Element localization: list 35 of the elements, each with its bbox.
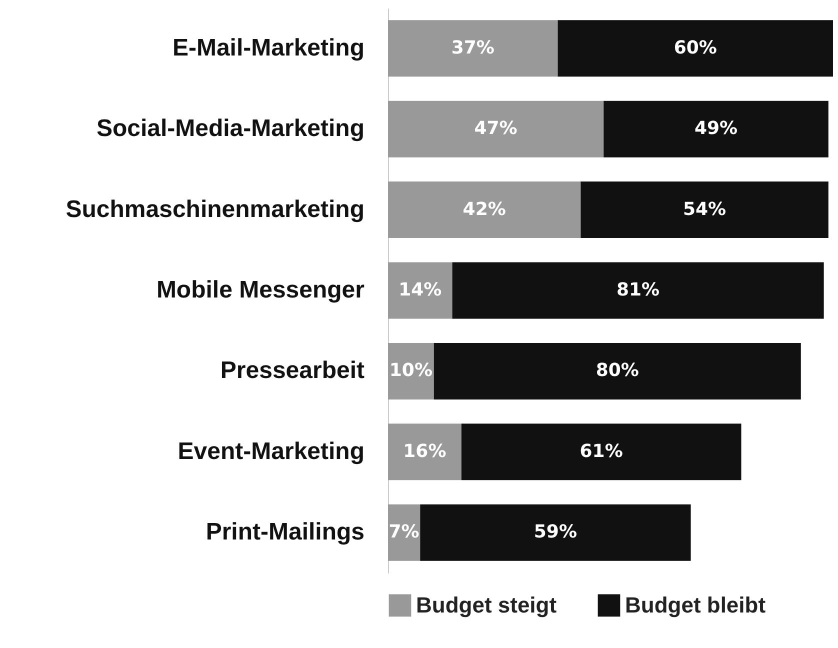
data-label: 37% (451, 37, 494, 58)
y-tick-label: Mobile Messenger (156, 276, 364, 304)
bar (388, 100, 604, 158)
bar (388, 182, 581, 238)
legend-label: Budget bleibt (625, 592, 766, 618)
data-label: 47% (474, 118, 518, 140)
bar (434, 342, 801, 400)
data-label: 81% (616, 280, 660, 300)
data-label: 7% (388, 522, 420, 543)
data-label: 14% (398, 280, 442, 300)
data-label: 60% (674, 37, 717, 58)
bar (388, 424, 462, 480)
data-label: 54% (683, 198, 726, 220)
bar (580, 182, 828, 238)
bar (558, 20, 833, 77)
data-label: 49% (694, 118, 738, 140)
y-tick-label: Event-Marketing (178, 438, 364, 465)
bar (452, 262, 824, 319)
data-label: 61% (580, 440, 623, 462)
y-tick-label: Social-Media-Marketing (96, 115, 364, 142)
bar (420, 504, 691, 561)
data-label: 80% (596, 360, 639, 382)
legend-label: Budget steigt (416, 592, 558, 618)
y-tick-label: Pressearbeit (220, 357, 365, 384)
data-label: 10% (389, 360, 432, 382)
bar (388, 20, 558, 77)
y-tick-label: Print-Mailings (206, 518, 364, 546)
bar (388, 262, 452, 319)
data-label: 42% (462, 198, 506, 220)
data-label: 16% (403, 440, 446, 462)
bar (604, 100, 828, 158)
y-tick-label: E-Mail-Marketing (172, 34, 364, 62)
data-label: 59% (534, 522, 577, 543)
y-tick-label: Suchmaschinenmarketing (66, 196, 364, 223)
bar (461, 424, 742, 480)
